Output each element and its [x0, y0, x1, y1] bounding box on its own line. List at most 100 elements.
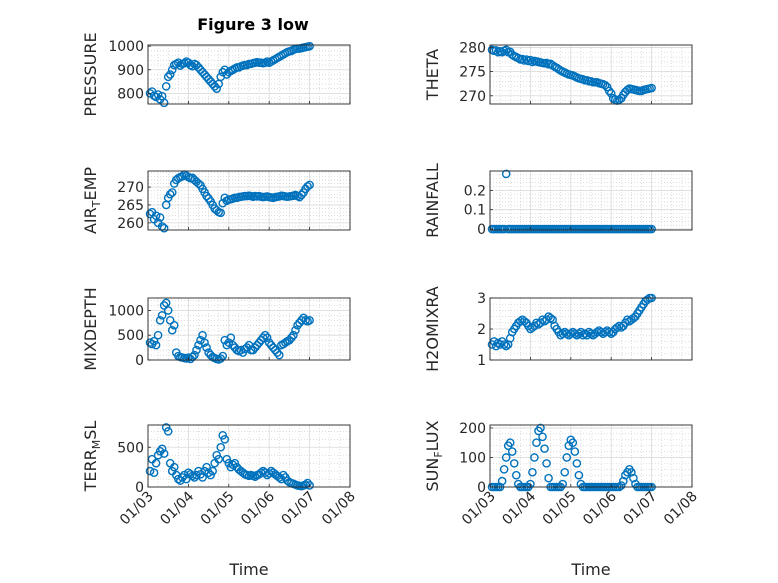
data-point — [538, 432, 547, 442]
x-axis-label: Time — [570, 560, 610, 579]
data-point — [570, 329, 580, 338]
data-point — [501, 45, 511, 55]
data-point — [262, 333, 272, 342]
data-point — [192, 345, 201, 355]
data-point — [619, 476, 628, 486]
data-point — [501, 341, 511, 351]
data-point — [287, 333, 296, 342]
data-point — [592, 327, 602, 337]
data-point — [202, 191, 211, 201]
data-point — [568, 438, 578, 448]
data-point — [526, 55, 535, 65]
axes-frame — [489, 170, 693, 231]
data-point — [509, 459, 519, 468]
data-point — [301, 480, 310, 489]
y-tick-label: 100 — [459, 450, 486, 466]
x-tick-label: 01/04 — [157, 488, 197, 528]
data-point — [596, 327, 606, 337]
data-point — [570, 447, 580, 456]
axes-background — [490, 45, 692, 104]
x-tick-label: 01/07 — [621, 489, 661, 529]
axes-frame — [147, 44, 351, 105]
data-point — [163, 306, 173, 315]
data-point — [501, 169, 511, 179]
data-point — [167, 65, 177, 75]
data-point — [178, 172, 187, 181]
data-point — [291, 325, 300, 335]
data-point — [562, 329, 572, 338]
data-point — [202, 343, 211, 352]
series-markers — [487, 45, 656, 105]
data-point — [305, 180, 314, 190]
data-point — [169, 462, 179, 472]
figure-title: Figure 3 low — [197, 15, 309, 34]
data-point — [212, 84, 221, 93]
series-markers — [145, 298, 314, 364]
data-point — [600, 327, 610, 337]
y-tick-label: 900 — [117, 63, 144, 79]
data-point — [604, 86, 614, 96]
data-point — [289, 330, 298, 340]
series-markers — [145, 170, 314, 233]
axes-frame — [147, 170, 351, 231]
data-point — [159, 98, 169, 108]
data-point — [612, 323, 622, 332]
y-tick-label: 1000 — [108, 303, 144, 319]
data-point — [542, 459, 551, 468]
y-tick-label: 0.2 — [464, 183, 486, 199]
data-point — [501, 453, 511, 462]
data-point — [540, 444, 549, 453]
data-point — [572, 459, 582, 468]
data-point — [155, 213, 165, 222]
data-point — [647, 83, 656, 93]
data-point — [198, 330, 207, 340]
series-markers — [487, 293, 656, 351]
data-point — [202, 462, 211, 472]
data-point — [647, 224, 656, 234]
y-tick-label: 270 — [459, 89, 486, 105]
y-tick-label: 200 — [459, 421, 486, 437]
data-point — [574, 470, 584, 480]
subplot-5: 0 500 1000 MIXDEPTH — [81, 287, 351, 371]
data-point — [511, 470, 521, 480]
data-point — [188, 471, 197, 481]
y-tick-label: 0 — [477, 222, 486, 238]
data-point — [151, 458, 161, 468]
data-point — [159, 223, 169, 233]
data-point — [216, 208, 226, 218]
data-point — [216, 442, 226, 452]
data-point — [204, 468, 213, 477]
y-tick-label: 500 — [117, 440, 144, 456]
y-tick-label: 1000 — [108, 39, 144, 55]
data-point — [279, 470, 288, 480]
data-point — [190, 350, 199, 360]
y-axis-label: MIXDEPTH — [81, 287, 100, 370]
y-tick-label: 280 — [459, 40, 486, 56]
data-point — [222, 340, 232, 350]
y-axis-label: THETA — [423, 49, 442, 101]
subplot-6: 1 2 3 H2OMIXRA — [423, 286, 693, 372]
data-point — [208, 466, 217, 476]
data-point — [220, 435, 230, 444]
data-point — [188, 61, 197, 71]
data-point — [169, 320, 179, 330]
data-point — [272, 348, 282, 357]
axes-frame — [489, 44, 693, 105]
y-tick-label: 0.1 — [464, 203, 486, 219]
data-point — [305, 481, 314, 490]
x-axis-label: Time — [228, 560, 268, 579]
data-point — [532, 438, 541, 448]
data-point — [643, 295, 652, 304]
y-tick-label: 1 — [477, 353, 486, 369]
data-point — [305, 316, 314, 325]
subplot-3: 260 265 270 AIRTEMP — [81, 167, 351, 234]
data-point — [623, 85, 632, 95]
data-point — [157, 311, 167, 320]
data-point — [167, 188, 177, 197]
y-axis-label: RAINFALL — [423, 163, 442, 238]
x-tick-label: 01/05 — [198, 489, 238, 529]
y-axis-label: TERRMSL — [81, 421, 103, 493]
data-point — [516, 316, 525, 326]
